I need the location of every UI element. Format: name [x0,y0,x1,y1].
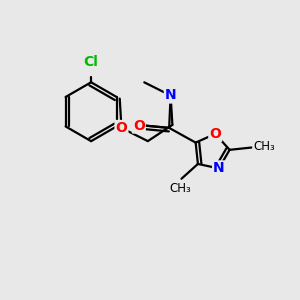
Text: N: N [165,88,176,103]
Text: O: O [133,118,145,133]
Text: N: N [213,161,225,176]
Text: O: O [116,121,128,135]
Text: CH₃: CH₃ [253,140,275,152]
Text: O: O [209,127,221,141]
Text: CH₃: CH₃ [169,182,191,195]
Text: Cl: Cl [84,55,98,69]
